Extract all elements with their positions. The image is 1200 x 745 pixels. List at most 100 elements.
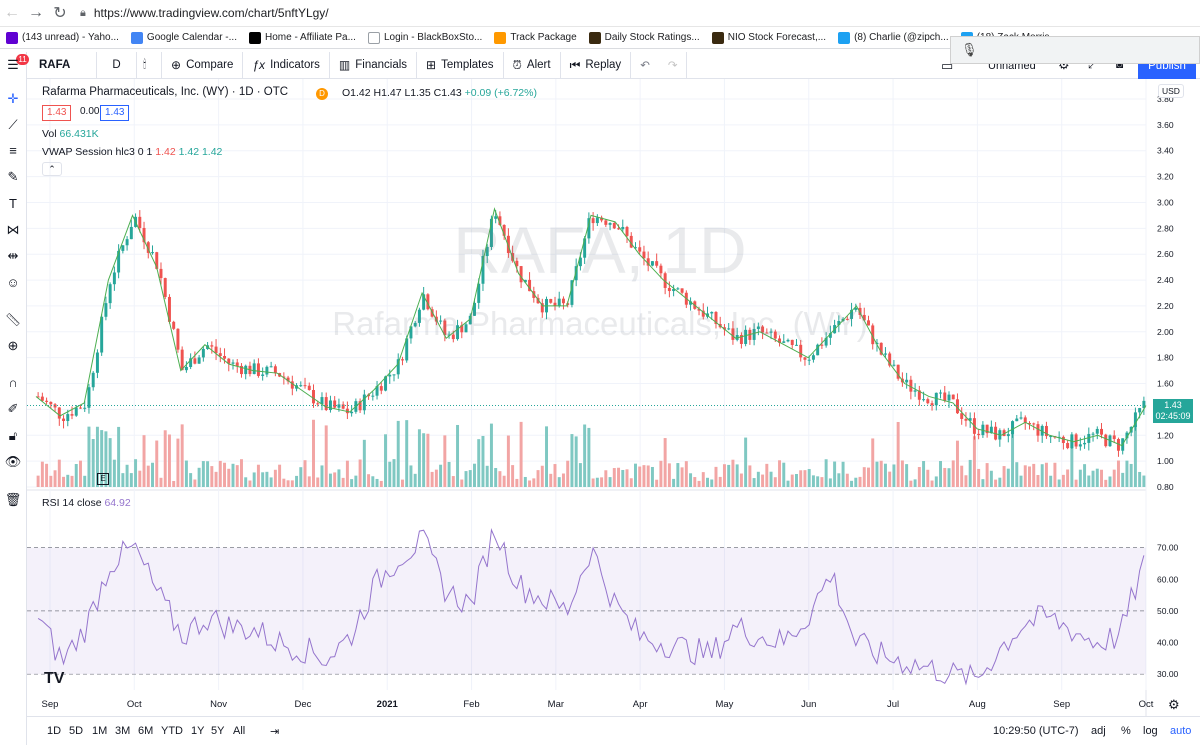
trend-line-icon[interactable]: ⟋: [8, 117, 18, 132]
range-6m[interactable]: 6M: [138, 725, 154, 737]
replay-button[interactable]: ⏮ Replay: [561, 51, 632, 79]
volume-bar: [875, 461, 879, 487]
magnet-icon[interactable]: ∩: [8, 375, 18, 390]
calendar-icon: [130, 31, 143, 44]
templates-button[interactable]: ⊞ Templates: [417, 51, 504, 79]
pattern-icon[interactable]: ⋈: [6, 222, 20, 237]
trash-icon[interactable]: 🗑︎: [4, 492, 22, 507]
candle-body: [261, 374, 265, 376]
vwap-legend[interactable]: VWAP Session hlc3 0 1 1.42 1.42 1.42: [42, 146, 222, 158]
volume-bar: [511, 465, 515, 487]
bookmark-item[interactable]: Home - Affiliate Pa...: [248, 31, 356, 44]
volume-bar: [256, 464, 260, 487]
range-1d[interactable]: 1D: [47, 725, 62, 737]
volume-bar: [845, 473, 849, 487]
volume-bar: [672, 478, 676, 487]
lock-drawing-icon[interactable]: ✐: [7, 401, 19, 416]
bookmark-item[interactable]: (143 unread) - Yaho...: [6, 31, 119, 44]
text-icon[interactable]: T: [9, 196, 17, 211]
earnings-icon[interactable]: E: [97, 473, 109, 485]
collapse-legend-icon[interactable]: ⌃: [42, 162, 62, 176]
volume-bar: [553, 464, 557, 487]
templates-icon: ⊞: [426, 58, 437, 72]
candle-body: [1074, 434, 1078, 447]
candle-body: [231, 362, 235, 364]
percent-toggle[interactable]: %: [1121, 725, 1131, 737]
candle-body: [1066, 443, 1070, 449]
redo-icon[interactable]: ↷: [659, 51, 688, 79]
log-toggle[interactable]: log: [1143, 725, 1158, 737]
volume-bar: [316, 477, 320, 487]
fib-icon[interactable]: ≡: [9, 143, 17, 158]
range-5y[interactable]: 5Y: [211, 725, 225, 737]
bookmark-item[interactable]: (8) Charlie (@zipch...: [838, 31, 949, 44]
candle-body: [1142, 400, 1146, 409]
range-1m[interactable]: 1M: [92, 725, 108, 737]
candle-body: [1011, 421, 1015, 435]
volume-legend[interactable]: Vol 66.431K: [42, 128, 99, 140]
candles-icon[interactable]: 🕯︎: [137, 51, 162, 79]
volume-bar: [83, 475, 87, 487]
url-field[interactable]: https://www.tradingview.com/chart/5nftYL…: [93, 6, 329, 20]
interval-button[interactable]: D: [97, 51, 137, 79]
lock-icon[interactable]: 🔓︎: [8, 428, 18, 443]
zoom-in-icon[interactable]: ⊕: [7, 338, 19, 353]
reload-icon[interactable]: ↻: [53, 5, 67, 22]
volume-bar: [883, 463, 887, 487]
volume-bar: [265, 471, 269, 487]
candle-body: [1100, 428, 1103, 435]
drawing-toolbar: 11 ☰ ✛ ⟋ ≡ ✎ T ⋈ ⇹ ☺ 📏︎ ⊕ ∩ ✐ 🔓︎ 👁︎ 🗑︎: [0, 52, 29, 745]
bookmark-item[interactable]: Daily Stock Ratings...: [588, 31, 700, 44]
volume-bar: [239, 459, 243, 487]
eye-icon[interactable]: 👁︎: [4, 454, 22, 469]
hamburger-icon[interactable]: ☰: [7, 57, 19, 72]
range-all[interactable]: All: [233, 725, 246, 737]
camera-icon[interactable]: ◙: [1116, 57, 1124, 71]
series-title[interactable]: Rafarma Pharmaceuticals, Inc. (WY) · 1D …: [42, 86, 289, 98]
volume-bar: [328, 473, 332, 487]
adj-toggle[interactable]: adj: [1091, 725, 1106, 737]
range-1y[interactable]: 1Y: [191, 725, 205, 737]
indicators-button[interactable]: ƒx Indicators: [243, 51, 330, 79]
expand-icon[interactable]: ⤢: [1088, 57, 1098, 71]
symbol-search-button[interactable]: RAFA: [27, 51, 97, 79]
range-5d[interactable]: 5D: [69, 725, 84, 737]
volume-bar: [129, 473, 133, 487]
rsi-legend[interactable]: RSI 14 close 64.92: [42, 497, 131, 509]
alert-button[interactable]: ⏰︎ Alert: [504, 51, 561, 79]
undo-icon[interactable]: ↶: [640, 60, 650, 72]
bookmark-item[interactable]: Login - BlackBoxSto...: [367, 31, 482, 44]
brush-icon[interactable]: ✎: [7, 169, 19, 184]
auto-toggle[interactable]: auto: [1170, 725, 1192, 737]
gear-icon[interactable]: ⚙︎: [1058, 57, 1070, 72]
volume-bar: [824, 459, 828, 487]
date-range-icon[interactable]: ⇥: [270, 726, 280, 738]
back-icon[interactable]: ←: [4, 4, 20, 21]
bookmark-item[interactable]: Google Calendar -...: [130, 31, 237, 44]
clock[interactable]: 10:29:50 (UTC-7): [993, 725, 1079, 737]
ask-pill[interactable]: 1.43: [100, 105, 130, 121]
compare-button[interactable]: ⊕ Compare: [162, 51, 244, 79]
range-ytd[interactable]: YTD: [161, 725, 183, 737]
prediction-icon[interactable]: ⇹: [7, 248, 19, 263]
range-3m[interactable]: 3M: [115, 725, 131, 737]
microphone-icon[interactable]: 🎙︎: [961, 42, 978, 57]
crosshair-icon[interactable]: ✛: [7, 91, 19, 106]
bookmark-item[interactable]: NIO Stock Forecast,...: [711, 31, 826, 44]
candle-body: [1121, 438, 1125, 451]
bookmark-item[interactable]: Track Package: [494, 31, 577, 44]
volume-bar: [333, 472, 337, 487]
candle-body: [57, 407, 61, 419]
bid-pill[interactable]: 1.43: [42, 105, 72, 121]
volume-bar: [600, 477, 604, 487]
settings-icon[interactable]: ⚙︎: [1168, 697, 1180, 712]
ruler-icon[interactable]: 📏︎: [4, 312, 22, 327]
candle-body: [66, 414, 70, 422]
forward-icon[interactable]: →: [28, 4, 44, 21]
currency-button[interactable]: USD: [1158, 84, 1184, 98]
financials-button[interactable]: ▥ Financials: [330, 51, 418, 79]
volume-bar: [337, 469, 341, 487]
volume-bar: [413, 473, 417, 487]
emoji-icon[interactable]: ☺: [6, 275, 20, 290]
